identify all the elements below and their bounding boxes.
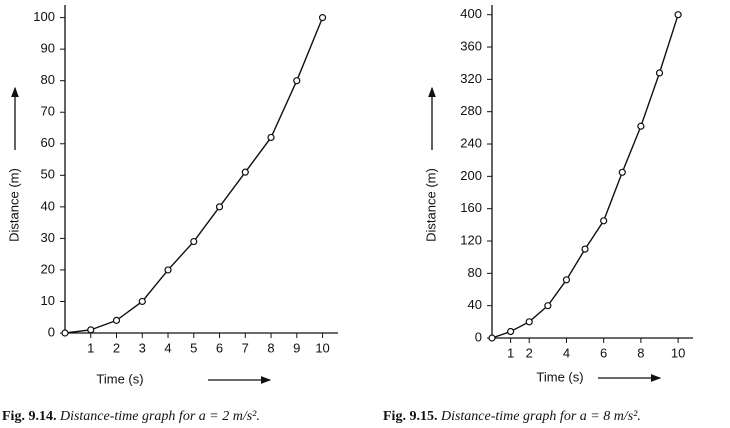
point [267, 133, 275, 142]
y-tick-label: 280 [460, 103, 482, 118]
x-tick-label: 10 [671, 345, 685, 360]
y-tick-label: 0 [475, 329, 482, 344]
caption: Fig. 9.14. Distance-time graph for a = 2… [2, 409, 260, 424]
y-tick-label: 60 [41, 135, 55, 150]
y-tick-label: 120 [460, 232, 482, 247]
x-tick-label: 8 [267, 340, 274, 355]
point [87, 326, 95, 334]
x-tick-label: 1 [87, 340, 94, 355]
x-axis-label: Time (s) [96, 371, 143, 386]
x-tick-label: 2 [113, 340, 120, 355]
y-tick-label: 80 [468, 265, 482, 280]
point [562, 276, 571, 284]
curve [491, 14, 679, 339]
y-tick-label: 70 [41, 104, 55, 119]
point [600, 217, 608, 225]
y-tick-label: 160 [460, 200, 482, 215]
point [655, 69, 664, 77]
x-tick-label: 3 [139, 340, 146, 355]
point [581, 245, 589, 253]
x-tick-label: 7 [242, 340, 249, 355]
y-axis-label: Distance (m) [6, 168, 21, 242]
caption-number: Fig. 9.14. [2, 409, 56, 424]
y-tick-label: 200 [460, 168, 482, 183]
point [112, 316, 121, 324]
y-tick-label: 20 [41, 261, 55, 276]
y-tick-label: 360 [460, 38, 482, 53]
x-tick-label: 8 [637, 345, 644, 360]
x-axis-label: Time (s) [536, 369, 583, 384]
point [190, 237, 198, 246]
point [488, 334, 496, 342]
x-tick-label: 10 [315, 340, 329, 355]
point [61, 329, 69, 337]
point [318, 14, 327, 22]
y-tick-label: 100 [33, 9, 55, 24]
point [293, 77, 301, 85]
x-tick-label: 5 [190, 340, 197, 355]
y-tick-label: 90 [41, 41, 55, 56]
point [637, 122, 645, 130]
point [138, 297, 146, 306]
y-tick-label: 400 [460, 6, 482, 21]
caption-text: Distance-time graph for a = 2 m/s². [59, 409, 260, 424]
point [525, 318, 533, 326]
caption: Fig. 9.15. Distance-time graph for a = 8… [383, 409, 641, 424]
y-tick-label: 240 [460, 135, 482, 150]
x-tick-label: 9 [293, 340, 300, 355]
point [674, 11, 682, 19]
y-tick-label: 10 [41, 293, 55, 308]
x-tick-label: 4 [164, 340, 171, 355]
x-tick-label: 6 [216, 340, 223, 355]
caption-number: Fig. 9.15. [383, 409, 437, 424]
y-tick-label: 50 [41, 167, 55, 182]
y-tick-label: 40 [41, 198, 55, 213]
caption-text: Distance-time graph for a = 8 m/s². [440, 409, 641, 424]
x-tick-label: 6 [600, 345, 607, 360]
y-tick-label: 30 [41, 230, 55, 245]
y-tick-label: 0 [48, 324, 55, 339]
x-tick-label: 1 [507, 345, 514, 360]
y-tick-label: 40 [468, 297, 482, 312]
point [618, 168, 626, 176]
curve [64, 17, 324, 334]
point [215, 203, 224, 211]
y-axis-label: Distance (m) [423, 168, 438, 242]
y-tick-label: 80 [41, 72, 55, 87]
x-tick-label: 2 [526, 345, 533, 360]
point [241, 168, 249, 176]
point [507, 327, 515, 336]
y-tick-label: 320 [460, 71, 482, 86]
x-tick-label: 4 [563, 345, 570, 360]
point [164, 266, 172, 274]
point [544, 302, 552, 310]
